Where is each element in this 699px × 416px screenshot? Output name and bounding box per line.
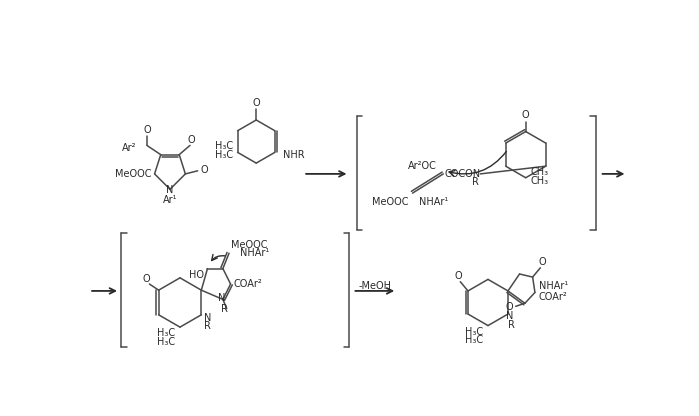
- Text: NHR: NHR: [282, 150, 304, 160]
- Text: NHAr¹: NHAr¹: [539, 281, 568, 291]
- Text: H₃C: H₃C: [215, 141, 233, 151]
- Text: N: N: [217, 293, 225, 303]
- Text: H₃C: H₃C: [215, 150, 233, 160]
- Text: O: O: [252, 98, 260, 108]
- Text: H₃C: H₃C: [466, 335, 484, 345]
- Text: CH₃: CH₃: [531, 166, 549, 176]
- Text: O: O: [505, 302, 513, 312]
- Text: O: O: [200, 165, 208, 175]
- Text: Ar¹: Ar¹: [163, 195, 178, 205]
- Text: NHAr¹: NHAr¹: [240, 248, 269, 258]
- Text: O: O: [455, 270, 463, 280]
- Text: O: O: [143, 274, 150, 284]
- Text: O: O: [522, 110, 530, 120]
- Text: O: O: [539, 257, 547, 267]
- Text: COCON: COCON: [445, 169, 481, 179]
- Text: COAr²: COAr²: [233, 279, 262, 289]
- Text: N: N: [506, 311, 513, 321]
- Text: Ar²: Ar²: [122, 144, 136, 154]
- Text: N: N: [166, 185, 173, 195]
- Text: H₃C: H₃C: [157, 337, 175, 347]
- Text: MeOOC: MeOOC: [115, 169, 152, 179]
- Text: H₃C: H₃C: [157, 328, 175, 338]
- Text: R: R: [204, 321, 211, 332]
- Text: MeOOC: MeOOC: [372, 197, 409, 208]
- Text: O: O: [143, 125, 151, 135]
- Text: R: R: [507, 320, 514, 330]
- Text: O: O: [188, 135, 195, 145]
- Text: HO: HO: [189, 270, 204, 280]
- Text: MeOOC: MeOOC: [231, 240, 267, 250]
- Text: NHAr¹: NHAr¹: [419, 197, 448, 208]
- Text: Ar²OC: Ar²OC: [408, 161, 437, 171]
- Text: CH₃: CH₃: [531, 176, 549, 186]
- Text: R: R: [473, 176, 479, 187]
- Text: N: N: [204, 313, 212, 323]
- Text: -MeOH: -MeOH: [359, 280, 391, 290]
- Text: COAr²: COAr²: [539, 292, 568, 302]
- Text: R: R: [221, 304, 228, 314]
- Text: H₃C: H₃C: [466, 327, 484, 337]
